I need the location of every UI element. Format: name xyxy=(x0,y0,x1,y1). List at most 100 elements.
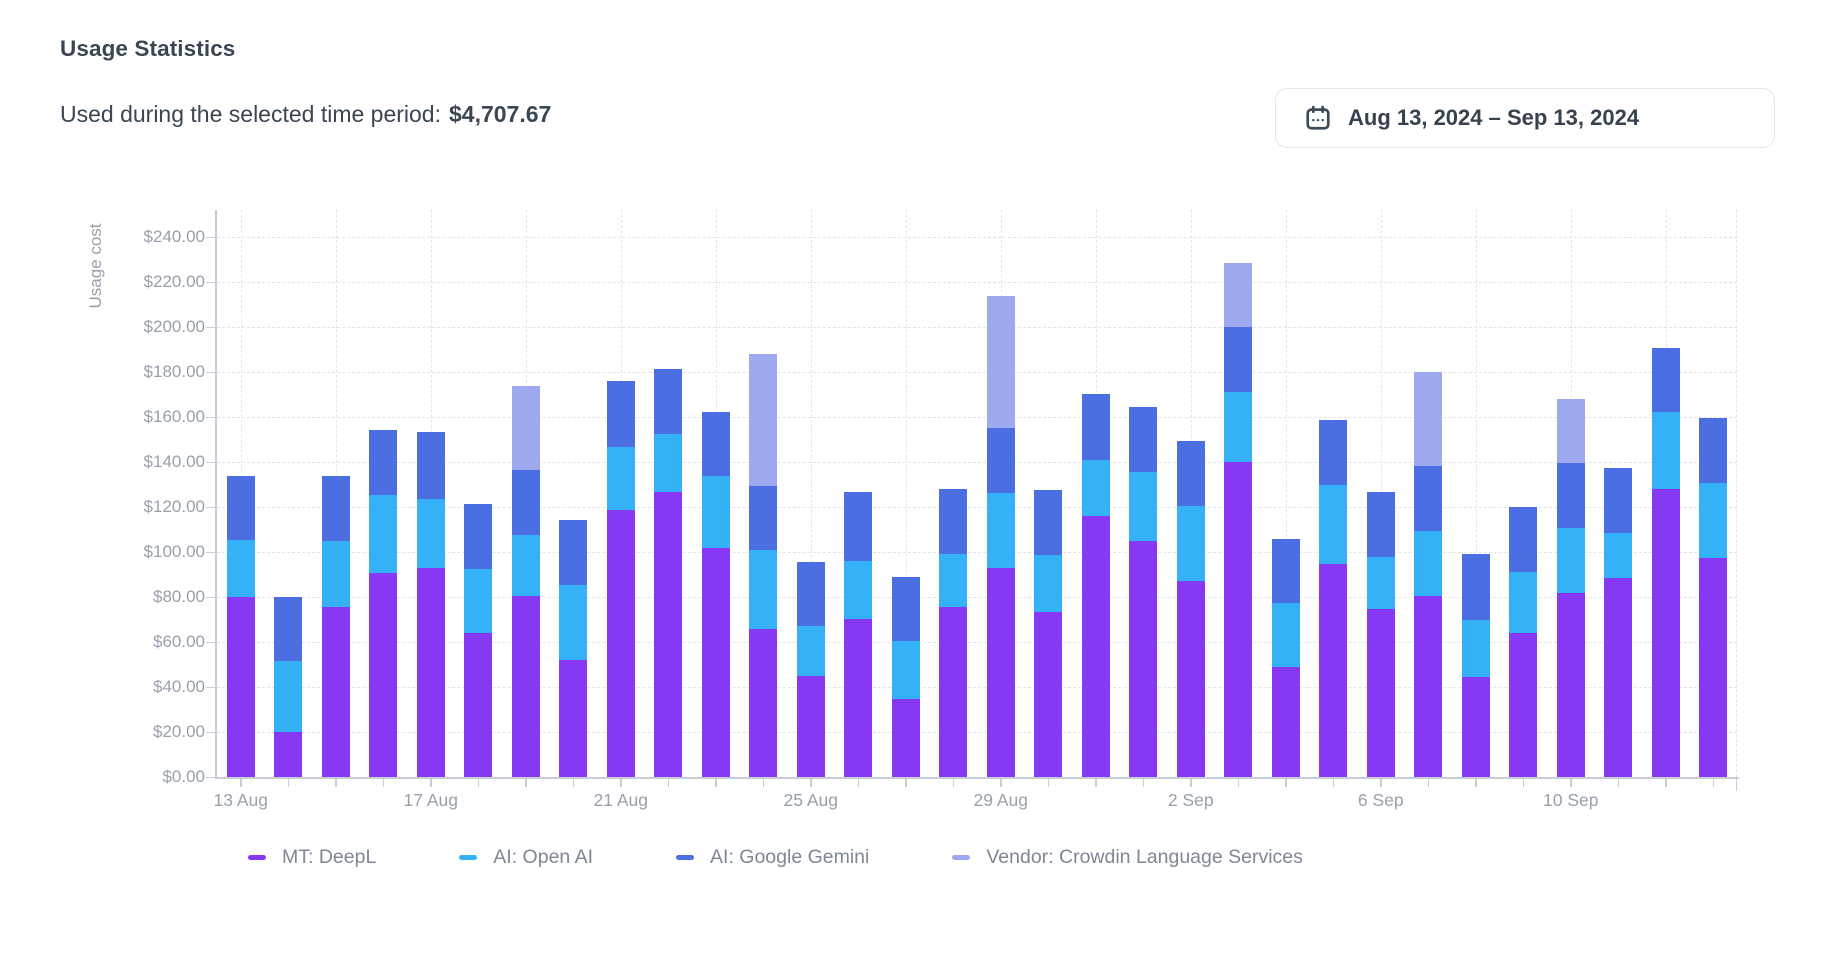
segment-ai-open-ai[interactable] xyxy=(1366,556,1395,610)
segment-ai-open-ai[interactable] xyxy=(1651,411,1680,490)
segment-ai-open-ai[interactable] xyxy=(226,540,255,598)
segment-mt-deepl[interactable] xyxy=(226,597,255,777)
segment-ai-google-gemini[interactable] xyxy=(1319,419,1348,486)
segment-ai-google-gemini[interactable] xyxy=(606,381,635,447)
segment-vendor-crowdin-language-services[interactable] xyxy=(511,385,540,471)
bar-7-sep[interactable] xyxy=(1414,372,1443,777)
segment-ai-open-ai[interactable] xyxy=(511,535,540,597)
segment-mt-deepl[interactable] xyxy=(796,675,825,777)
bar-17-aug[interactable] xyxy=(416,432,445,777)
bar-12-sep[interactable] xyxy=(1651,348,1680,777)
bar-2-sep[interactable] xyxy=(1176,441,1205,777)
bar-13-sep[interactable] xyxy=(1699,418,1728,777)
segment-mt-deepl[interactable] xyxy=(1271,666,1300,777)
segment-ai-open-ai[interactable] xyxy=(464,568,493,633)
segment-vendor-crowdin-language-services[interactable] xyxy=(749,354,778,486)
segment-mt-deepl[interactable] xyxy=(1129,540,1158,777)
segment-ai-google-gemini[interactable] xyxy=(1556,463,1585,529)
segment-mt-deepl[interactable] xyxy=(1556,593,1585,777)
bar-25-aug[interactable] xyxy=(796,562,825,777)
segment-mt-deepl[interactable] xyxy=(749,629,778,777)
segment-mt-deepl[interactable] xyxy=(844,619,873,777)
segment-mt-deepl[interactable] xyxy=(654,492,683,777)
segment-ai-google-gemini[interactable] xyxy=(1081,394,1110,460)
segment-ai-google-gemini[interactable] xyxy=(559,520,588,586)
segment-ai-google-gemini[interactable] xyxy=(369,429,398,495)
bar-11-sep[interactable] xyxy=(1604,468,1633,777)
segment-ai-google-gemini[interactable] xyxy=(1271,539,1300,604)
segment-ai-google-gemini[interactable] xyxy=(1224,326,1253,393)
segment-mt-deepl[interactable] xyxy=(1509,633,1538,777)
segment-ai-google-gemini[interactable] xyxy=(1461,554,1490,620)
bar-10-sep[interactable] xyxy=(1556,399,1585,777)
segment-mt-deepl[interactable] xyxy=(416,567,445,777)
segment-ai-open-ai[interactable] xyxy=(1176,505,1205,582)
segment-ai-open-ai[interactable] xyxy=(986,492,1015,569)
bar-5-sep[interactable] xyxy=(1319,419,1348,777)
bar-3-sep[interactable] xyxy=(1224,262,1253,777)
bar-22-aug[interactable] xyxy=(654,369,683,777)
bar-26-aug[interactable] xyxy=(844,492,873,777)
bar-31-aug[interactable] xyxy=(1081,394,1110,777)
bar-6-sep[interactable] xyxy=(1366,492,1395,777)
segment-ai-open-ai[interactable] xyxy=(1129,472,1158,541)
segment-ai-open-ai[interactable] xyxy=(1461,619,1490,677)
segment-ai-open-ai[interactable] xyxy=(1509,572,1538,634)
segment-mt-deepl[interactable] xyxy=(1414,596,1443,777)
segment-mt-deepl[interactable] xyxy=(1319,564,1348,777)
legend-item-vendor-crowdin-language-services[interactable]: Vendor: Crowdin Language Services xyxy=(952,846,1303,869)
segment-mt-deepl[interactable] xyxy=(1224,461,1253,777)
segment-mt-deepl[interactable] xyxy=(1699,558,1728,777)
bar-24-aug[interactable] xyxy=(749,354,778,777)
segment-ai-google-gemini[interactable] xyxy=(1604,468,1633,533)
segment-mt-deepl[interactable] xyxy=(321,606,350,777)
segment-ai-open-ai[interactable] xyxy=(796,626,825,676)
bar-27-aug[interactable] xyxy=(891,576,920,777)
segment-ai-open-ai[interactable] xyxy=(1034,555,1063,612)
segment-mt-deepl[interactable] xyxy=(1461,676,1490,777)
segment-ai-open-ai[interactable] xyxy=(1271,603,1300,667)
segment-ai-open-ai[interactable] xyxy=(844,561,873,620)
bar-4-sep[interactable] xyxy=(1271,539,1300,777)
segment-vendor-crowdin-language-services[interactable] xyxy=(986,295,1015,429)
segment-mt-deepl[interactable] xyxy=(1034,611,1063,777)
segment-ai-open-ai[interactable] xyxy=(559,585,588,660)
bar-28-aug[interactable] xyxy=(939,489,968,777)
segment-vendor-crowdin-language-services[interactable] xyxy=(1556,399,1585,464)
segment-vendor-crowdin-language-services[interactable] xyxy=(1414,372,1443,467)
segment-mt-deepl[interactable] xyxy=(986,568,1015,777)
segment-ai-google-gemini[interactable] xyxy=(226,475,255,541)
bar-23-aug[interactable] xyxy=(701,411,730,777)
bar-15-aug[interactable] xyxy=(321,475,350,777)
legend-item-mt-deepl[interactable]: MT: DeepL xyxy=(248,846,376,869)
segment-mt-deepl[interactable] xyxy=(1651,489,1680,777)
date-range-picker[interactable]: Aug 13, 2024 – Sep 13, 2024 xyxy=(1275,88,1775,148)
segment-ai-open-ai[interactable] xyxy=(1556,528,1585,594)
segment-mt-deepl[interactable] xyxy=(464,633,493,777)
segment-mt-deepl[interactable] xyxy=(606,509,635,777)
bar-9-sep[interactable] xyxy=(1509,507,1538,777)
segment-mt-deepl[interactable] xyxy=(511,596,540,777)
bar-19-aug[interactable] xyxy=(511,385,540,777)
segment-mt-deepl[interactable] xyxy=(701,548,730,777)
segment-ai-google-gemini[interactable] xyxy=(654,369,683,435)
segment-ai-open-ai[interactable] xyxy=(654,434,683,493)
bar-1-sep[interactable] xyxy=(1129,406,1158,777)
segment-ai-google-gemini[interactable] xyxy=(1129,406,1158,473)
segment-ai-open-ai[interactable] xyxy=(1224,392,1253,462)
segment-ai-google-gemini[interactable] xyxy=(321,475,350,541)
segment-ai-open-ai[interactable] xyxy=(1414,531,1443,597)
segment-mt-deepl[interactable] xyxy=(1081,515,1110,777)
segment-ai-google-gemini[interactable] xyxy=(1414,466,1443,532)
bar-29-aug[interactable] xyxy=(986,295,1015,777)
segment-ai-google-gemini[interactable] xyxy=(891,576,920,642)
segment-ai-open-ai[interactable] xyxy=(274,661,303,733)
segment-ai-google-gemini[interactable] xyxy=(416,432,445,499)
segment-ai-google-gemini[interactable] xyxy=(1366,492,1395,557)
bar-14-aug[interactable] xyxy=(274,596,303,777)
segment-ai-open-ai[interactable] xyxy=(1604,532,1633,578)
segment-ai-open-ai[interactable] xyxy=(749,549,778,630)
segment-ai-open-ai[interactable] xyxy=(321,540,350,607)
segment-ai-open-ai[interactable] xyxy=(416,498,445,568)
segment-mt-deepl[interactable] xyxy=(559,660,588,777)
